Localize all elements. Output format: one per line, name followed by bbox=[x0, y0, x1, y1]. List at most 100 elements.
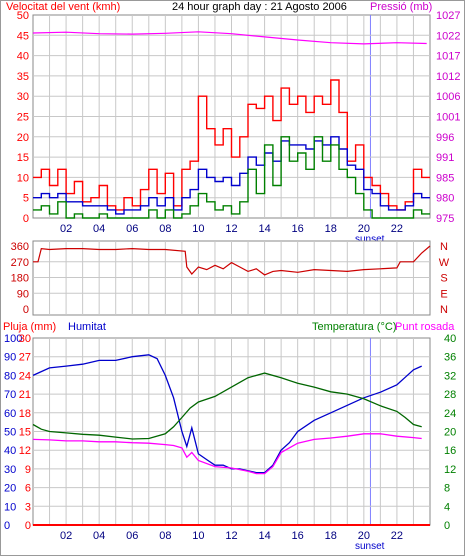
hour-tick-label: 18 bbox=[325, 530, 337, 542]
pressure-tick-label: 975 bbox=[436, 213, 454, 225]
hour-tick-label: 16 bbox=[292, 223, 304, 235]
wind-speed-tick-label: 30 bbox=[17, 91, 29, 103]
rain-humidity-grid bbox=[33, 338, 430, 525]
rain-humidity-x-axis: 02 04 06 08 10 12 14 16 18 20 22 bbox=[60, 530, 403, 542]
rain-tick-label: 12 bbox=[19, 445, 31, 457]
pressure-tick-label: 980 bbox=[436, 193, 454, 205]
hour-tick-label: 22 bbox=[391, 223, 403, 235]
rain-tick-label: 30 bbox=[19, 333, 31, 345]
rain-tick-label: 27 bbox=[19, 352, 31, 364]
pressure-axis: 975 980 985 991 996 1001 1006 1012 1017 1022 1027 bbox=[436, 10, 460, 225]
pressure-axis-title: Pressió (mb) bbox=[370, 1, 432, 13]
humidity-tick-label: 20 bbox=[4, 483, 16, 495]
series-temperature bbox=[32, 372, 422, 440]
temperature-tick-label: 16 bbox=[444, 445, 456, 457]
wind-speed-tick-label: 10 bbox=[17, 172, 29, 184]
wind-speed-axis-title: Velocitat del vent (kmh) bbox=[6, 1, 120, 13]
hour-tick-label: 22 bbox=[391, 530, 403, 542]
temperature-tick-label: 20 bbox=[444, 427, 456, 439]
hour-tick-label: 12 bbox=[225, 223, 237, 235]
wind-speed-axis: 0 5 10 15 20 25 30 35 40 45 50 bbox=[17, 10, 29, 225]
pressure-tick-label: 996 bbox=[436, 132, 454, 144]
temperature-tick-label: 12 bbox=[444, 464, 456, 476]
hour-tick-label: 14 bbox=[258, 223, 270, 235]
hour-tick-label: 06 bbox=[126, 223, 138, 235]
humidity-tick-label: 80 bbox=[4, 370, 16, 382]
temperature-axis-title: Temperatura (°C) bbox=[312, 321, 396, 333]
rain-tick-label: 18 bbox=[19, 408, 31, 420]
humidity-tick-label: 90 bbox=[4, 352, 16, 364]
hour-tick-label: 08 bbox=[159, 223, 171, 235]
temperature-tick-label: 28 bbox=[444, 389, 456, 401]
wind-direction-series bbox=[33, 245, 431, 276]
compass-label: N bbox=[440, 304, 448, 316]
pressure-tick-label: 1001 bbox=[436, 112, 460, 124]
hour-tick-label: 02 bbox=[60, 530, 72, 542]
direction-tick-label: 360 bbox=[11, 241, 29, 253]
sunset-label-1: sunset bbox=[355, 234, 385, 245]
rain-tick-label: 3 bbox=[25, 501, 31, 513]
hour-tick-label: 16 bbox=[292, 530, 304, 542]
hour-tick-label: 04 bbox=[93, 530, 105, 542]
wind-speed-tick-label: 25 bbox=[17, 112, 29, 124]
wind-direction-grid bbox=[33, 241, 430, 315]
dew-point-axis-title: Punt rosada bbox=[395, 321, 455, 333]
wind-speed-tick-label: 0 bbox=[23, 213, 29, 225]
compass-label: W bbox=[439, 257, 450, 269]
humidity-tick-label: 40 bbox=[4, 445, 16, 457]
temperature-tick-label: 8 bbox=[444, 483, 450, 495]
pressure-tick-label: 985 bbox=[436, 172, 454, 184]
temperature-tick-label: 4 bbox=[444, 501, 450, 513]
direction-tick-label: 270 bbox=[11, 257, 29, 269]
humidity-tick-label: 50 bbox=[4, 427, 16, 439]
humidity-tick-label: 60 bbox=[4, 408, 16, 420]
wind-speed-tick-label: 45 bbox=[17, 30, 29, 42]
humidity-tick-label: 100 bbox=[4, 333, 22, 345]
hour-tick-label: 14 bbox=[258, 530, 270, 542]
wind-speed-tick-label: 20 bbox=[17, 132, 29, 144]
wind-speed-tick-label: 40 bbox=[17, 51, 29, 63]
temperature-tick-label: 32 bbox=[444, 370, 456, 382]
rain-tick-label: 0 bbox=[25, 520, 31, 532]
series-gust bbox=[33, 79, 430, 211]
hour-tick-label: 08 bbox=[159, 530, 171, 542]
hour-tick-label: 06 bbox=[126, 530, 138, 542]
pressure-tick-label: 1027 bbox=[436, 10, 460, 22]
humidity-tick-label: 0 bbox=[4, 520, 10, 532]
direction-tick-label: 180 bbox=[11, 273, 29, 285]
humidity-tick-label: 30 bbox=[4, 464, 16, 476]
temperature-tick-label: 40 bbox=[444, 333, 456, 345]
wind-speed-tick-label: 35 bbox=[17, 71, 29, 83]
temperature-tick-label: 24 bbox=[444, 408, 456, 420]
pressure-tick-label: 1017 bbox=[436, 51, 460, 63]
hour-tick-label: 20 bbox=[358, 530, 370, 542]
humidity-tick-label: 70 bbox=[4, 389, 16, 401]
series-average bbox=[33, 136, 430, 215]
wind-pressure-x-axis: 02 04 06 08 10 12 14 16 18 20 22 bbox=[60, 223, 403, 235]
hour-tick-label: 20 bbox=[358, 223, 370, 235]
rain-tick-label: 21 bbox=[19, 389, 31, 401]
temperature-tick-label: 36 bbox=[444, 352, 456, 364]
series-pressure bbox=[32, 31, 427, 45]
wind-speed-tick-label: 15 bbox=[17, 152, 29, 164]
pressure-tick-label: 1022 bbox=[436, 30, 460, 42]
compass-label: E bbox=[440, 288, 447, 300]
series-direction bbox=[33, 245, 431, 276]
wind-pressure-series bbox=[32, 31, 430, 219]
humidity-axis-title: Humitat bbox=[68, 321, 106, 333]
hour-tick-label: 18 bbox=[325, 223, 337, 235]
hour-tick-label: 12 bbox=[225, 530, 237, 542]
humidity-tick-label: 10 bbox=[4, 501, 16, 513]
rain-tick-label: 9 bbox=[25, 464, 31, 476]
direction-tick-label: 90 bbox=[17, 288, 29, 300]
compass-label: N bbox=[440, 241, 448, 253]
direction-tick-label: 0 bbox=[23, 304, 29, 316]
pressure-tick-label: 991 bbox=[436, 152, 454, 164]
hour-tick-label: 10 bbox=[192, 530, 204, 542]
pressure-tick-label: 1012 bbox=[436, 71, 460, 83]
hour-tick-label: 02 bbox=[60, 223, 72, 235]
